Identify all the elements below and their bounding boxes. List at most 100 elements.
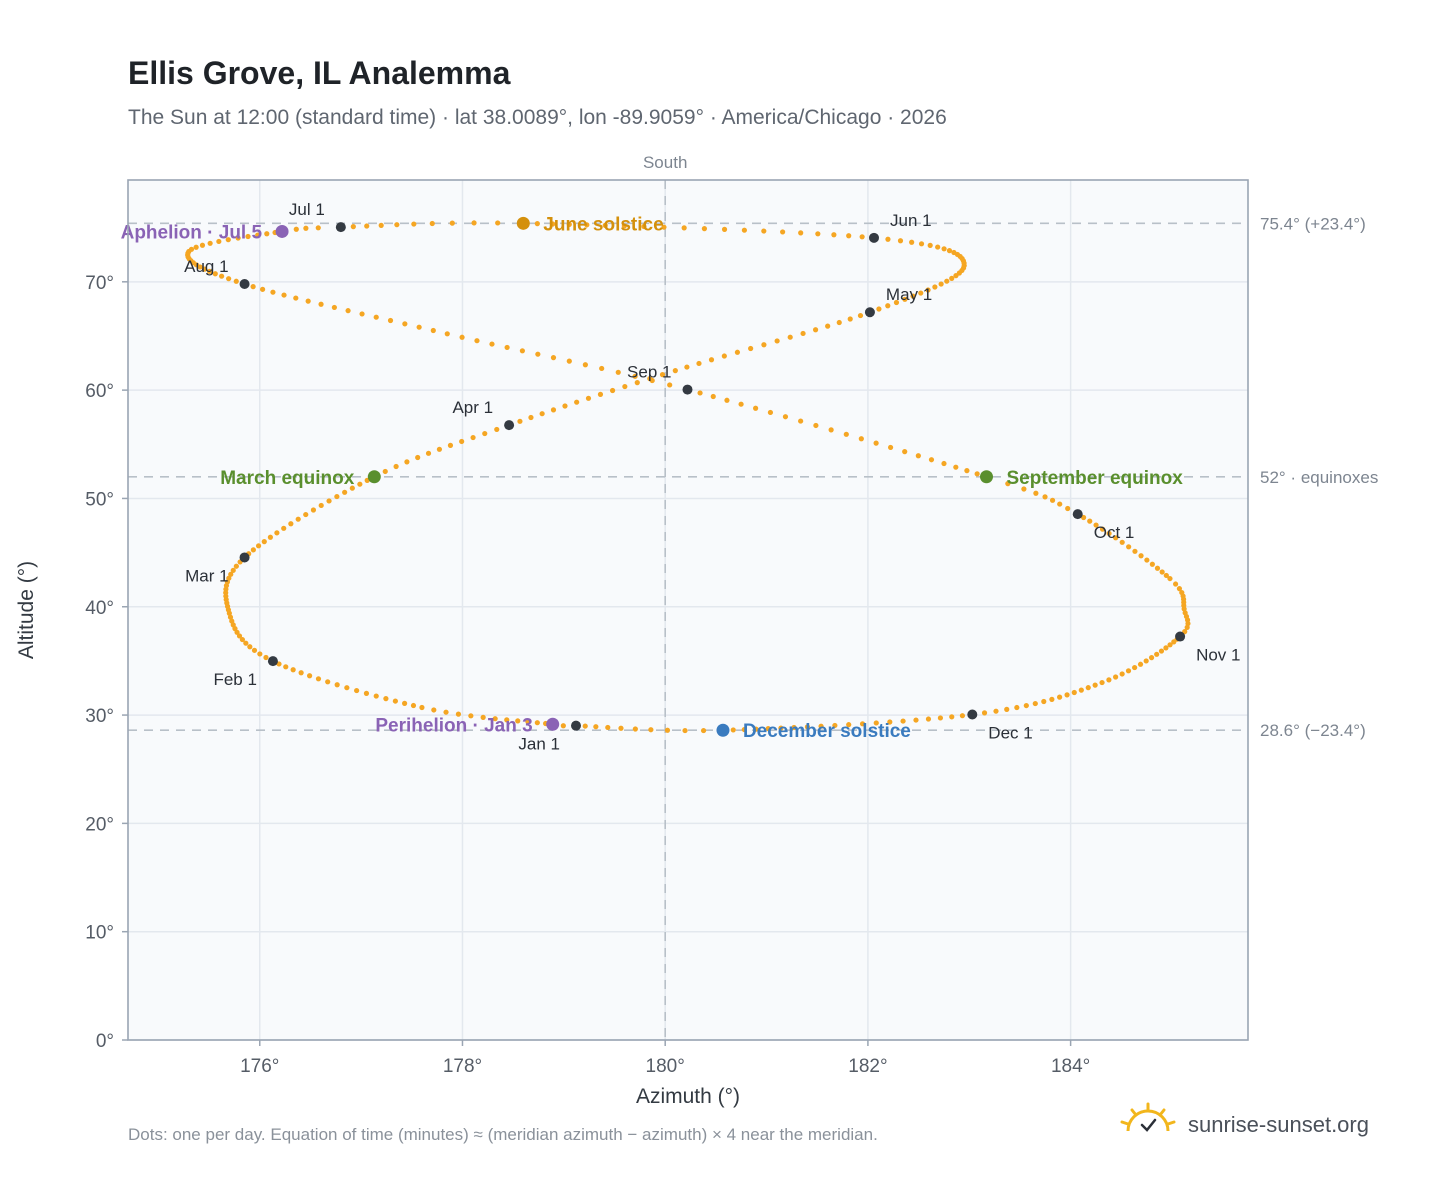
day-dot — [1064, 692, 1070, 698]
day-dot — [250, 284, 256, 290]
day-dot — [225, 237, 231, 243]
day-dot — [1171, 639, 1177, 645]
day-dot — [791, 724, 797, 731]
day-dot — [1004, 706, 1010, 712]
day-dot — [495, 220, 501, 226]
day-dot — [1087, 518, 1093, 524]
event-marker-june-solstice — [516, 216, 530, 230]
day-dot — [534, 221, 540, 227]
day-dot — [843, 431, 849, 437]
day-dot — [1144, 557, 1150, 563]
day-dot — [197, 264, 203, 270]
day-dot — [534, 720, 540, 726]
day-dot — [599, 365, 605, 372]
day-dot — [964, 468, 970, 474]
day-dot — [315, 225, 321, 231]
reference-lines: 75.4° (+23.4°) 52° · equinoxes 28.6° (−23.… — [128, 214, 1378, 740]
event-marker-september-equinox — [979, 470, 993, 484]
day-dot — [401, 700, 408, 706]
day-dot — [1092, 682, 1098, 688]
day-dot — [235, 235, 241, 241]
day-dot — [1078, 687, 1084, 693]
x-axis-label: Azimuth (°) — [636, 1085, 740, 1108]
day-dot — [701, 226, 708, 232]
day-dot — [233, 278, 239, 284]
day-dot — [632, 373, 638, 379]
day-dot — [430, 327, 436, 334]
day-dot — [708, 357, 715, 363]
day-dot — [566, 221, 572, 227]
day-dot — [471, 220, 477, 226]
day-dot — [721, 226, 728, 232]
day-dot — [667, 382, 673, 388]
month-marker-oct-1 — [1072, 509, 1083, 520]
day-dot — [492, 716, 498, 722]
day-dot — [504, 344, 510, 351]
day-dot — [873, 720, 879, 726]
month-label-nov-1: Nov 1 — [1196, 646, 1240, 665]
day-dot — [1138, 553, 1144, 559]
day-dot — [885, 236, 891, 242]
day-dot — [404, 459, 410, 465]
day-dot — [1158, 648, 1165, 654]
day-dot — [364, 223, 370, 229]
day-dot — [263, 654, 269, 661]
day-dot — [915, 453, 921, 459]
month-marker-jun-1 — [868, 232, 879, 243]
day-dot — [787, 334, 793, 340]
y-tick-label: 20° — [85, 814, 114, 835]
day-dot — [334, 493, 340, 500]
day-dot — [342, 489, 348, 495]
day-dot — [257, 651, 263, 657]
month-marker-dec-1 — [967, 709, 978, 720]
day-dot — [949, 275, 955, 281]
day-dot — [585, 395, 592, 401]
day-dot — [1021, 486, 1027, 492]
day-dot — [306, 673, 313, 679]
month-label-oct-1: Oct 1 — [1094, 523, 1135, 542]
meridian-label: South — [643, 153, 687, 172]
day-dot — [1049, 497, 1056, 503]
day-dot — [394, 222, 400, 228]
day-dot — [937, 715, 944, 721]
day-dot — [1125, 668, 1132, 674]
reference-line-label: 28.6° (−23.4°) — [1260, 721, 1366, 740]
day-dot — [724, 397, 730, 403]
day-dot — [1181, 606, 1187, 612]
day-dot — [761, 228, 767, 234]
day-dot — [648, 727, 654, 733]
day-dot — [1149, 561, 1155, 567]
day-dot — [893, 299, 900, 306]
day-dot — [425, 450, 432, 456]
day-dot — [212, 271, 218, 277]
day-dot — [800, 330, 806, 337]
day-dot — [632, 726, 638, 732]
day-dot — [818, 723, 824, 729]
day-dot — [887, 444, 894, 451]
day-dot — [303, 225, 309, 231]
day-dot — [459, 438, 465, 445]
event-marker-december-solstice — [716, 723, 730, 737]
day-dot — [350, 224, 356, 230]
day-dot — [932, 284, 938, 290]
month-marker-feb-1 — [267, 656, 278, 667]
month-marker-sep-1 — [682, 384, 693, 395]
event-label-september-equinox: September equinox — [1006, 468, 1183, 489]
day-dot — [618, 725, 624, 731]
day-dot — [359, 311, 365, 317]
day-dot — [615, 369, 621, 375]
day-dot — [664, 727, 671, 733]
day-dot — [449, 220, 455, 226]
day-dot — [649, 377, 655, 384]
day-dot — [1119, 671, 1125, 677]
day-dot — [909, 239, 915, 245]
day-dot — [293, 295, 299, 301]
day-dot — [710, 393, 716, 400]
day-dot — [741, 726, 747, 733]
day-dot — [798, 418, 804, 424]
day-dot — [1106, 530, 1112, 537]
day-dot — [562, 403, 568, 409]
day-dot — [682, 727, 688, 734]
month-label-dec-1: Dec 1 — [988, 724, 1032, 743]
